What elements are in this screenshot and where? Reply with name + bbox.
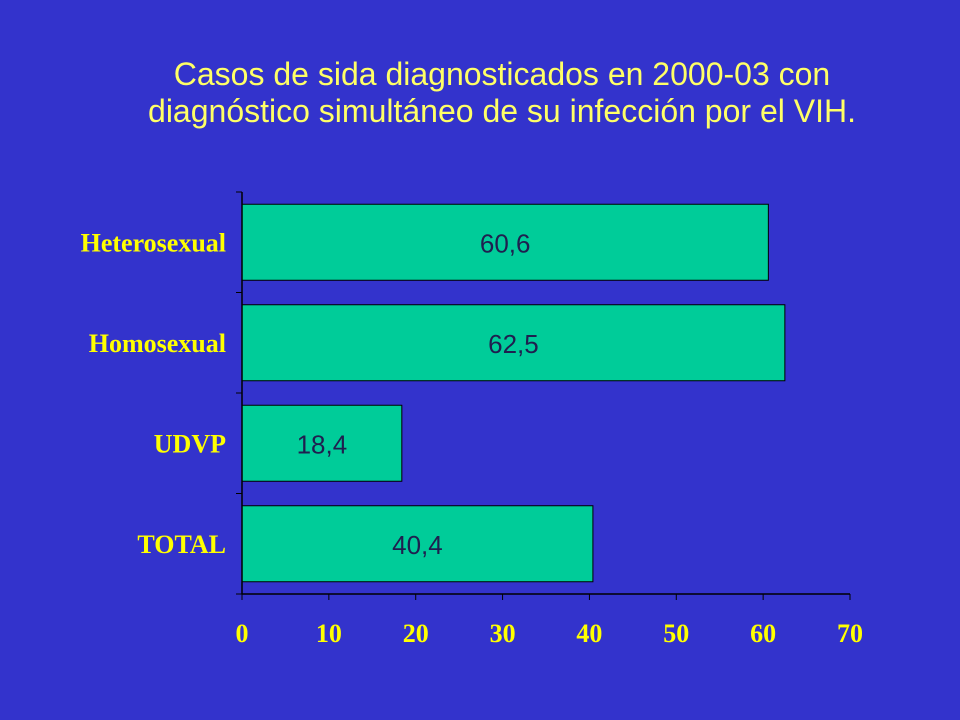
axes-group: [236, 191, 851, 600]
category-labels-group: Heterosexual Homosexual UDVP TOTAL: [81, 228, 226, 559]
data-label-total: 40,4: [392, 530, 443, 560]
x-tick-label-30: 30: [490, 619, 516, 648]
x-tick-label-50: 50: [663, 619, 689, 648]
x-tick-labels-group: 0 10 20 30 40 50 60 70: [236, 619, 864, 648]
x-tick-label-10: 10: [316, 619, 342, 648]
x-tick-label-0: 0: [236, 619, 249, 648]
title-line-1: Casos de sida diagnosticados en 2000-03 …: [173, 56, 831, 92]
data-label-homosexual: 62,5: [488, 329, 539, 359]
category-label-udvp: UDVP: [154, 429, 226, 458]
category-label-heterosexual: Heterosexual: [81, 228, 226, 257]
x-tick-label-60: 60: [750, 619, 776, 648]
x-tick-label-20: 20: [403, 619, 429, 648]
bar-total: [241, 505, 594, 583]
x-tick-label-40: 40: [576, 619, 602, 648]
x-tick-label-70: 70: [837, 619, 863, 648]
bar-homosexual: [241, 304, 786, 382]
bar-udvp: [241, 404, 403, 482]
category-label-total: TOTAL: [137, 530, 226, 559]
title-line-2: diagnóstico simultáneo de su infección p…: [148, 93, 856, 129]
data-label-heterosexual: 60,6: [480, 228, 531, 258]
bars-group: [241, 203, 786, 583]
slide-title: Casos de sida diagnosticados en 2000-03 …: [62, 56, 942, 130]
data-label-udvp: 18,4: [297, 429, 348, 459]
bar-heterosexual: [241, 203, 769, 281]
category-label-homosexual: Homosexual: [89, 329, 226, 358]
value-labels-group: 60,6 62,5 18,4 40,4: [297, 228, 539, 560]
